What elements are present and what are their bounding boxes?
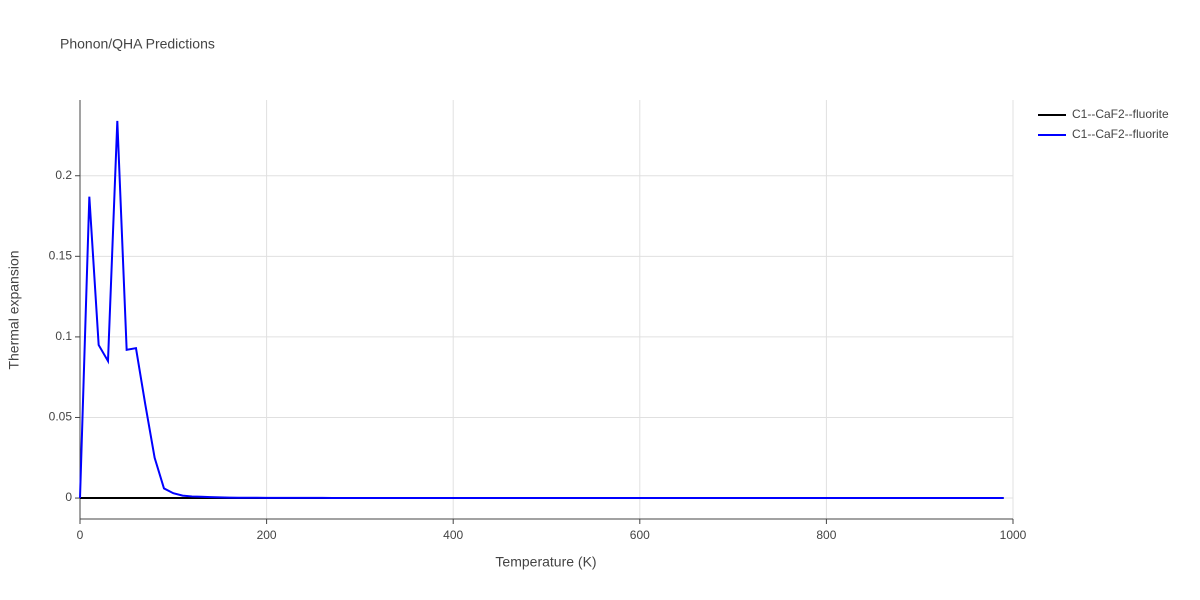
y-tick-label: 0.15 — [49, 248, 73, 262]
y-tick-label: 0.2 — [55, 168, 72, 182]
x-tick-label: 200 — [257, 528, 277, 542]
y-tick-label: 0.05 — [49, 410, 73, 424]
x-tick-label: 800 — [816, 528, 836, 542]
x-axis-title: Temperature (K) — [495, 554, 596, 570]
x-tick-label: 0 — [77, 528, 84, 542]
y-tick-label: 0 — [65, 490, 72, 504]
x-tick-label: 1000 — [1000, 528, 1027, 542]
legend-label: C1--CaF2--fluorite — [1072, 127, 1169, 141]
y-axis-title: Thermal expansion — [6, 250, 22, 369]
y-tick-label: 0.1 — [55, 329, 72, 343]
line-series — [79, 120, 1004, 500]
x-tick-label: 600 — [630, 528, 650, 542]
legend-label: C1--CaF2--fluorite — [1072, 107, 1169, 121]
chart-title: Phonon/QHA Predictions — [60, 36, 215, 52]
x-tick-label: 400 — [443, 528, 463, 542]
